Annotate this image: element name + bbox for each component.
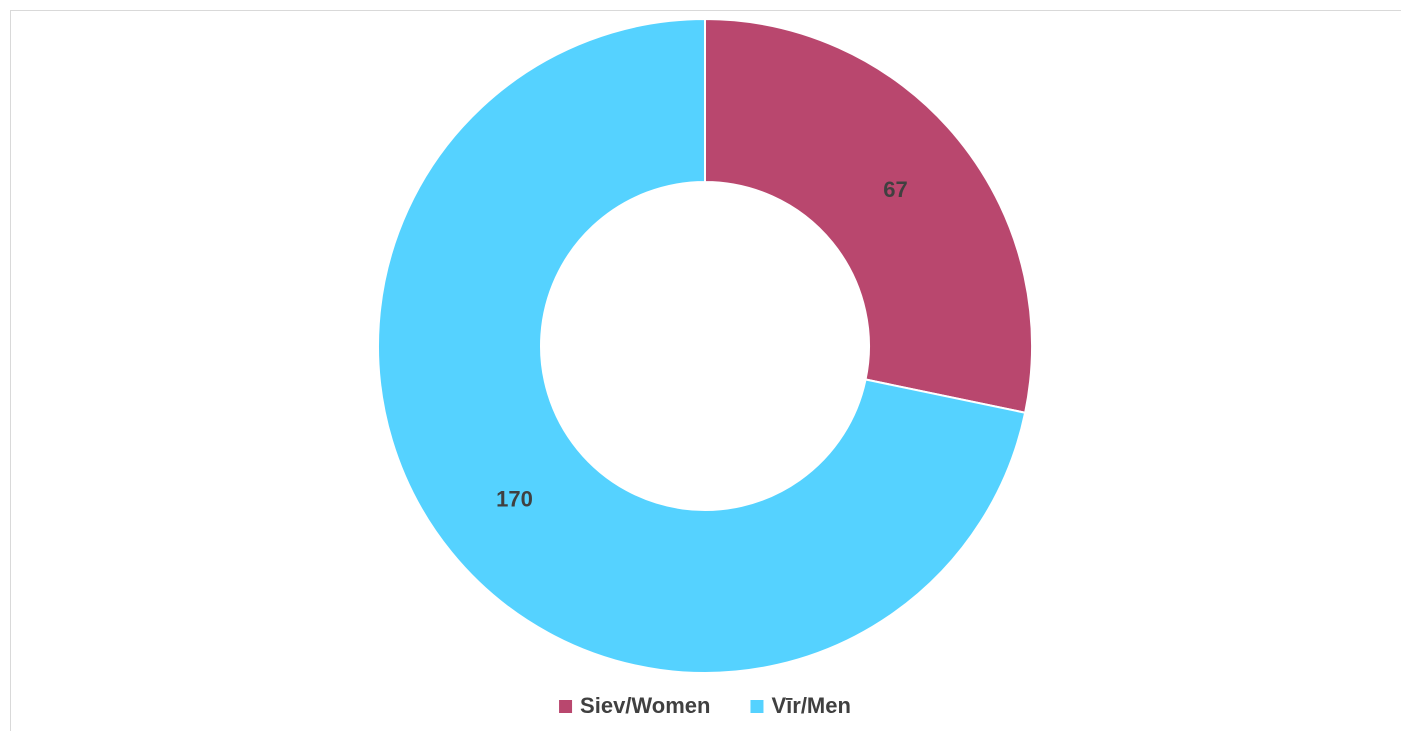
legend-swatch: [559, 700, 573, 713]
legend-swatch: [750, 700, 764, 713]
donut-slice: [704, 17, 1033, 414]
legend-label: Siev/Women: [580, 693, 710, 718]
data-label: 67: [883, 177, 907, 202]
donut-slice: [377, 17, 1027, 674]
legend-label: Vīr/Men: [771, 693, 850, 718]
data-label: 170: [496, 487, 533, 512]
